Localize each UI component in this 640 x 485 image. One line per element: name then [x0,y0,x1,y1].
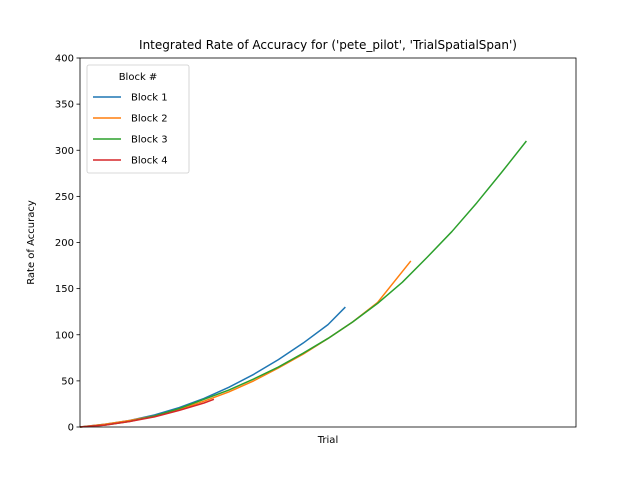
legend-label-block-4: Block 4 [131,156,168,167]
axes-frame [79,57,577,428]
y-tick-label: 300 [55,146,74,157]
y-tick-label: 250 [55,192,74,203]
series-layer [79,140,527,428]
series-line-block-3 [79,140,527,428]
y-tick-label: 400 [55,54,74,65]
y-tick-label: 100 [55,330,74,341]
legend-label-block-2: Block 2 [131,114,168,125]
y-tick-label: 150 [55,284,74,295]
y-tick-label: 50 [61,376,74,387]
chart-title: Integrated Rate of Accuracy for ('pete_p… [139,38,517,52]
y-tick-label: 0 [68,423,74,434]
y-tick-label: 350 [55,100,74,111]
legend-label-block-3: Block 3 [131,135,168,146]
y-axis-ticks: 0 50 100 150 200 250 300 350 400 [55,54,80,434]
x-axis-label: Trial [317,435,338,446]
legend-title: Block # [119,72,158,83]
series-line-block-4 [79,398,215,428]
y-axis-label: Rate of Accuracy [26,200,37,285]
legend: Block # Block 1 Block 2 Block 3 Block 4 [86,64,190,174]
legend-label-block-1: Block 1 [131,93,168,104]
y-tick-label: 200 [55,238,74,249]
legend-box [86,64,190,174]
